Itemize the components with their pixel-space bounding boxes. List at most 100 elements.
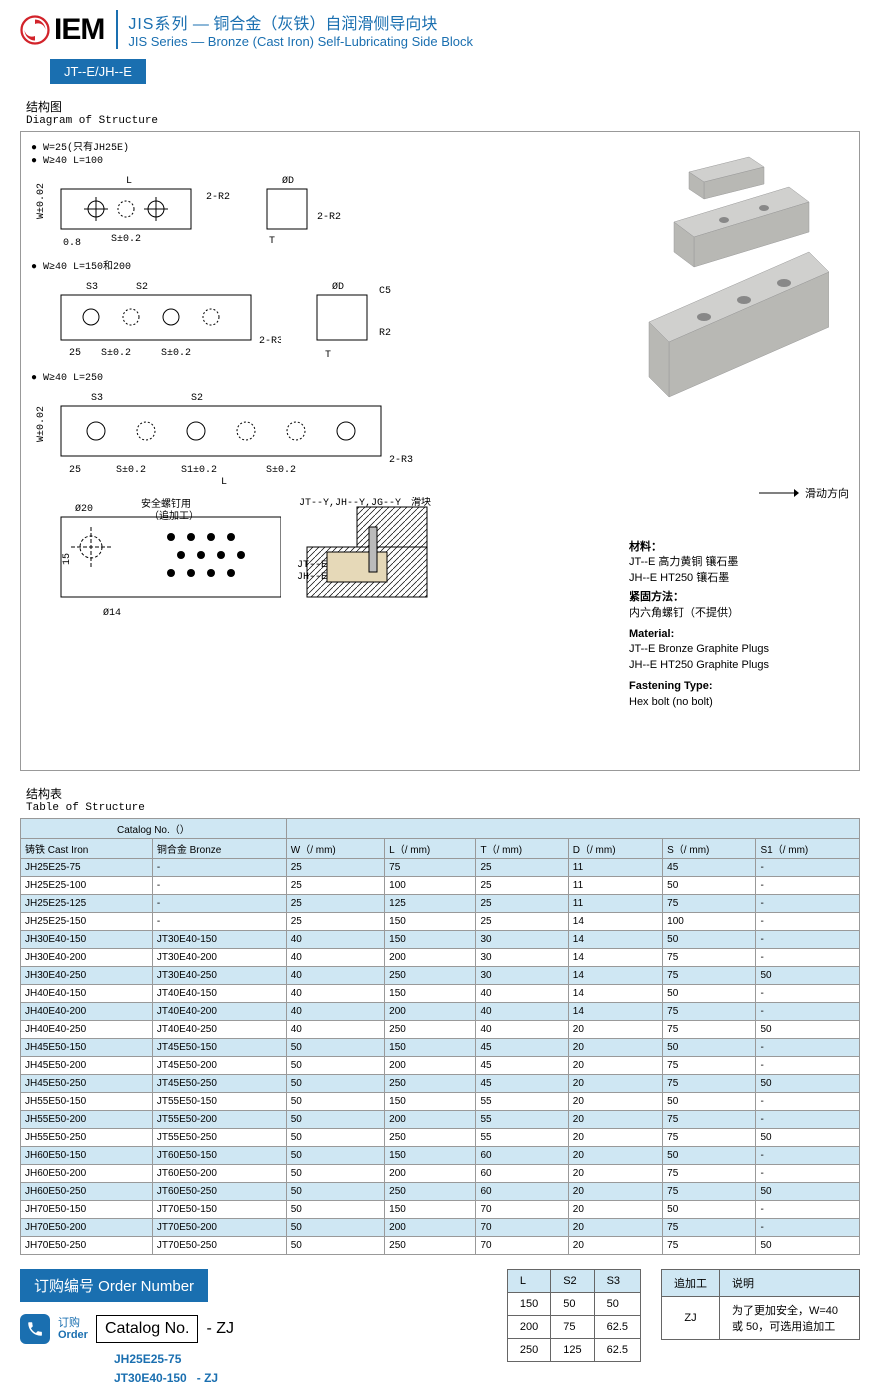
svg-text:JT--E: JT--E: [297, 560, 327, 571]
title-cn-desc: 铜合金（灰铁）自润滑侧导向块: [213, 16, 437, 33]
view-side-small: ØD T 2-R2: [247, 169, 357, 249]
s2-s3-table: LS2S3 15050502007562.525012562.5: [507, 1269, 641, 1362]
table-col-5: D（/ mm): [568, 839, 662, 859]
table-col-1: 铜合金 Bronze: [152, 839, 286, 859]
svg-text:0.8: 0.8: [63, 238, 81, 249]
table-row: JH70E50-150JT70E50-15050150702050-: [21, 1201, 860, 1219]
table-row: JH70E50-200JT70E50-20050200702075-: [21, 1219, 860, 1237]
view-top-large: S3 S2 25 S±0.2 S1±0.2 S±0.2 L 2-R3 W±0.0…: [31, 386, 421, 486]
brand-logo: IEM: [20, 13, 104, 47]
svg-text:JT--Y,JH--Y,JG--Y: JT--Y,JH--Y,JG--Y: [299, 498, 401, 509]
svg-text:R2: R2: [379, 328, 391, 339]
table-row: JH60E50-250JT60E50-2505025060207550: [21, 1183, 860, 1201]
table-row: JH30E40-250JT30E40-2504025030147550: [21, 967, 860, 985]
model-badge: JT--E/JH--E: [50, 59, 146, 84]
isometric-product-view: [629, 152, 829, 492]
section2-title-cn: 结构表: [26, 785, 860, 802]
svg-text:T: T: [269, 236, 275, 247]
svg-text:Ø20: Ø20: [75, 503, 93, 515]
svg-text:15: 15: [62, 553, 73, 565]
svg-text:C5: C5: [379, 286, 391, 297]
brand-name: IEM: [54, 13, 104, 47]
svg-text:S±0.2: S±0.2: [101, 348, 131, 359]
svg-text:2-R3: 2-R3: [259, 336, 281, 347]
table-col-6: S（/ mm): [663, 839, 756, 859]
table-row: JH25E25-150-251502514100-: [21, 913, 860, 931]
table-col-2: W（/ mm): [286, 839, 384, 859]
order-heading: 订购编号 Order Number: [20, 1269, 208, 1302]
table-row: JH45E50-150JT45E50-15050150452050-: [21, 1039, 860, 1057]
table-row: 1505050: [507, 1293, 640, 1316]
table-row: 25012562.5: [507, 1339, 640, 1362]
structure-table: Catalog No.（） 铸铁 Cast Iron铜合金 BronzeW（/ …: [20, 818, 860, 1255]
svg-text:W±0.02: W±0.02: [36, 183, 47, 219]
svg-text:S±0.2: S±0.2: [116, 465, 146, 476]
svg-text:S±0.2: S±0.2: [111, 234, 141, 245]
logo-icon: [20, 15, 50, 45]
table-row: JH25E25-100-25100251150-: [21, 877, 860, 895]
table-row: JH55E50-150JT55E50-15050150552050-: [21, 1093, 860, 1111]
mini2-col-1: 说明: [720, 1270, 860, 1297]
svg-text:S3: S3: [86, 282, 98, 293]
svg-text:2-R2: 2-R2: [206, 192, 230, 203]
view-assembly-section: JT--Y,JH--Y,JG--Y 滑块 JT--E JH--E: [297, 497, 431, 627]
svg-text:S±0.2: S±0.2: [266, 465, 296, 476]
svg-text:（追加工）: （追加工）: [149, 509, 199, 523]
svg-text:ØD: ØD: [282, 175, 294, 187]
order-examples: JH25E25-75 JT30E40-150 - ZJ: [114, 1350, 487, 1388]
table-row: JH40E40-150JT40E40-15040150401450-: [21, 985, 860, 1003]
structure-diagram: ● W=25(只有JH25E) ● W≥40 L=100 2-R2 S±0.2 …: [20, 131, 860, 771]
svg-text:Ø14: Ø14: [103, 607, 121, 619]
material-notes: 材料： JT--E 高力黄铜 镶石墨 JH--E HT250 镶石墨 紧固方法：…: [629, 540, 849, 710]
svg-text:25: 25: [69, 348, 81, 359]
table-row: JH30E40-200JT30E40-20040200301475-: [21, 949, 860, 967]
svg-text:滑块: 滑块: [411, 497, 431, 509]
svg-text:S1±0.2: S1±0.2: [181, 465, 217, 476]
order-label: 订购 Order: [58, 1317, 88, 1341]
svg-text:W±0.02: W±0.02: [36, 406, 47, 442]
svg-text:T: T: [325, 350, 331, 361]
svg-text:25: 25: [69, 465, 81, 476]
title-cn-series: JIS系列: [128, 16, 188, 33]
section1-title-en: Diagram of Structure: [26, 115, 860, 127]
svg-text:L: L: [221, 477, 227, 486]
table-col-4: T（/ mm): [476, 839, 568, 859]
table-row: JH70E50-250JT70E50-2505025070207550: [21, 1237, 860, 1255]
table-row: JH45E50-250JT45E50-2505025045207550: [21, 1075, 860, 1093]
svg-text:2-R2: 2-R2: [317, 212, 341, 223]
title-en: JIS Series — Bronze (Cast Iron) Self-Lub…: [128, 34, 473, 49]
table-row: JH55E50-200JT55E50-20050200552075-: [21, 1111, 860, 1129]
view-top-small: 2-R2 S±0.2 L W±0.02 0.8: [31, 169, 231, 249]
table-row: JH40E40-200JT40E40-20040200401475-: [21, 1003, 860, 1021]
page-header: IEM JIS系列 — 铜合金（灰铁）自润滑侧导向块 JIS Series — …: [20, 10, 860, 49]
table-row: JH60E50-200JT60E50-20050200602075-: [21, 1165, 860, 1183]
svg-text:S3: S3: [91, 393, 103, 404]
svg-text:S2: S2: [191, 393, 203, 404]
svg-text:2-R3: 2-R3: [389, 455, 413, 466]
table-row: 2007562.5: [507, 1316, 640, 1339]
svg-text:S2: S2: [136, 282, 148, 293]
svg-text:安全螺钉用: 安全螺钉用: [141, 497, 191, 511]
phone-icon: [20, 1314, 50, 1344]
mini2-val: ZJ: [662, 1297, 720, 1340]
view-graphite-detail: Ø20 安全螺钉用 （追加工） Ø14 15: [31, 497, 281, 627]
zj-suffix: - ZJ: [206, 1320, 234, 1338]
table-row: JH60E50-150JT60E50-15050150602050-: [21, 1147, 860, 1165]
view-top-medium: S3 S2 25 S±0.2 S±0.2 2-R3: [31, 275, 281, 365]
svg-text:JH--E: JH--E: [297, 572, 327, 583]
table-row: JH55E50-250JT55E50-2505025055207550: [21, 1129, 860, 1147]
title-block: JIS系列 — 铜合金（灰铁）自润滑侧导向块 JIS Series — Bron…: [116, 10, 473, 49]
svg-text:S±0.2: S±0.2: [161, 348, 191, 359]
svg-text:ØD: ØD: [332, 281, 344, 293]
table-row: JH45E50-200JT45E50-20050200452075-: [21, 1057, 860, 1075]
table-col-3: L（/ mm): [385, 839, 476, 859]
table-col-0: 铸铁 Cast Iron: [21, 839, 153, 859]
catalog-no-box: Catalog No.: [96, 1315, 199, 1343]
table-row: JH30E40-150JT30E40-15040150301450-: [21, 931, 860, 949]
zj-note-table: 追加工 说明 ZJ 为了更加安全，W=40 或 50，可选用追加工: [661, 1269, 860, 1340]
section2-title-en: Table of Structure: [26, 802, 860, 814]
section1-title-cn: 结构图: [26, 98, 860, 115]
table-row: JH25E25-125-25125251175-: [21, 895, 860, 913]
view-side-medium: ØD C5 R2 T: [297, 275, 417, 365]
table-header-catalog: Catalog No.（）: [21, 819, 287, 839]
